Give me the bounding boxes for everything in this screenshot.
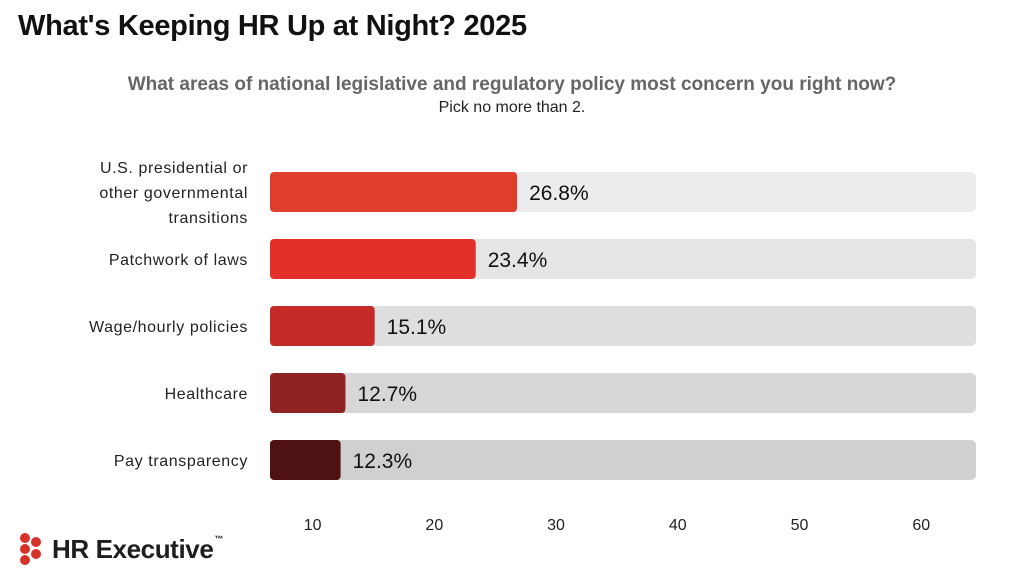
category-label: Healthcare — [165, 386, 248, 403]
x-tick-label: 10 — [304, 517, 322, 534]
x-tick-label: 50 — [791, 517, 809, 534]
bar — [270, 306, 375, 346]
data-label: 12.3% — [353, 450, 413, 473]
bar — [270, 239, 476, 279]
data-label: 26.8% — [529, 182, 589, 205]
bar-track — [270, 440, 976, 480]
hr-executive-logo: HR Executive™ — [18, 532, 223, 566]
page-title: What's Keeping HR Up at Night? 2025 — [18, 10, 527, 42]
x-tick-label: 30 — [547, 517, 565, 534]
x-tick-label: 20 — [425, 517, 443, 534]
category-label: Wage/hourly policies — [89, 319, 248, 336]
category-label: other governmental — [99, 185, 248, 202]
x-tick-label: 60 — [912, 517, 930, 534]
logo-name: HR Executive — [52, 533, 214, 564]
bar — [270, 440, 341, 480]
category-label: transitions — [168, 210, 248, 227]
data-label: 12.7% — [357, 383, 417, 406]
bar-track — [270, 306, 976, 346]
logo-dots-icon — [20, 533, 41, 565]
bar — [270, 172, 518, 212]
category-label: Pay transparency — [114, 453, 248, 470]
category-label: U.S. presidential or — [100, 160, 248, 177]
x-tick-label: 40 — [669, 517, 687, 534]
data-label: 15.1% — [387, 316, 447, 339]
logo-trademark: ™ — [214, 533, 223, 544]
bar-track — [270, 373, 976, 413]
category-label: Patchwork of laws — [109, 252, 248, 269]
bar — [270, 373, 346, 413]
chart-question: What areas of national legislative and r… — [127, 74, 897, 95]
chart-instruction: Pick no more than 2. — [438, 99, 586, 116]
data-label: 23.4% — [488, 249, 548, 272]
logo-text: HR Executive™ — [52, 534, 223, 565]
